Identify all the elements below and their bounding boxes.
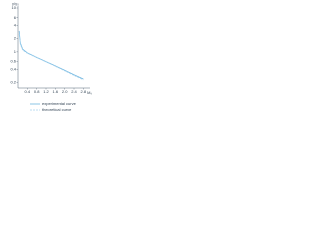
y-axis-label: γ/γ₀ [12,1,19,6]
y-tick-label: 1 [14,49,17,54]
y-tick-label: 0.2 [10,80,16,85]
y-tick-label: 10 [12,5,17,10]
y-tick-label: 0.6 [10,59,16,64]
x-tick-label: 2.4 [71,89,77,94]
line [18,30,84,80]
x-axis-label: Mₛ [87,90,92,95]
x-tick-label: 2.8 [81,89,87,94]
legend-label: experimental curve [42,101,77,106]
y-tick-label: 2 [14,36,17,41]
y-tick-label: 0.4 [10,66,16,71]
y-tick-label: 6 [14,15,17,20]
x-tick-label: 2.0 [62,89,68,94]
x-tick-label: 0.4 [25,89,31,94]
y-tick-label: 4 [14,23,17,28]
x-tick-label: 0.8 [34,89,40,94]
x-tick-label: 1.6 [53,89,59,94]
x-tick-label: 1.2 [43,89,49,94]
line [18,33,84,81]
legend-label: theoretical curve [42,107,72,112]
